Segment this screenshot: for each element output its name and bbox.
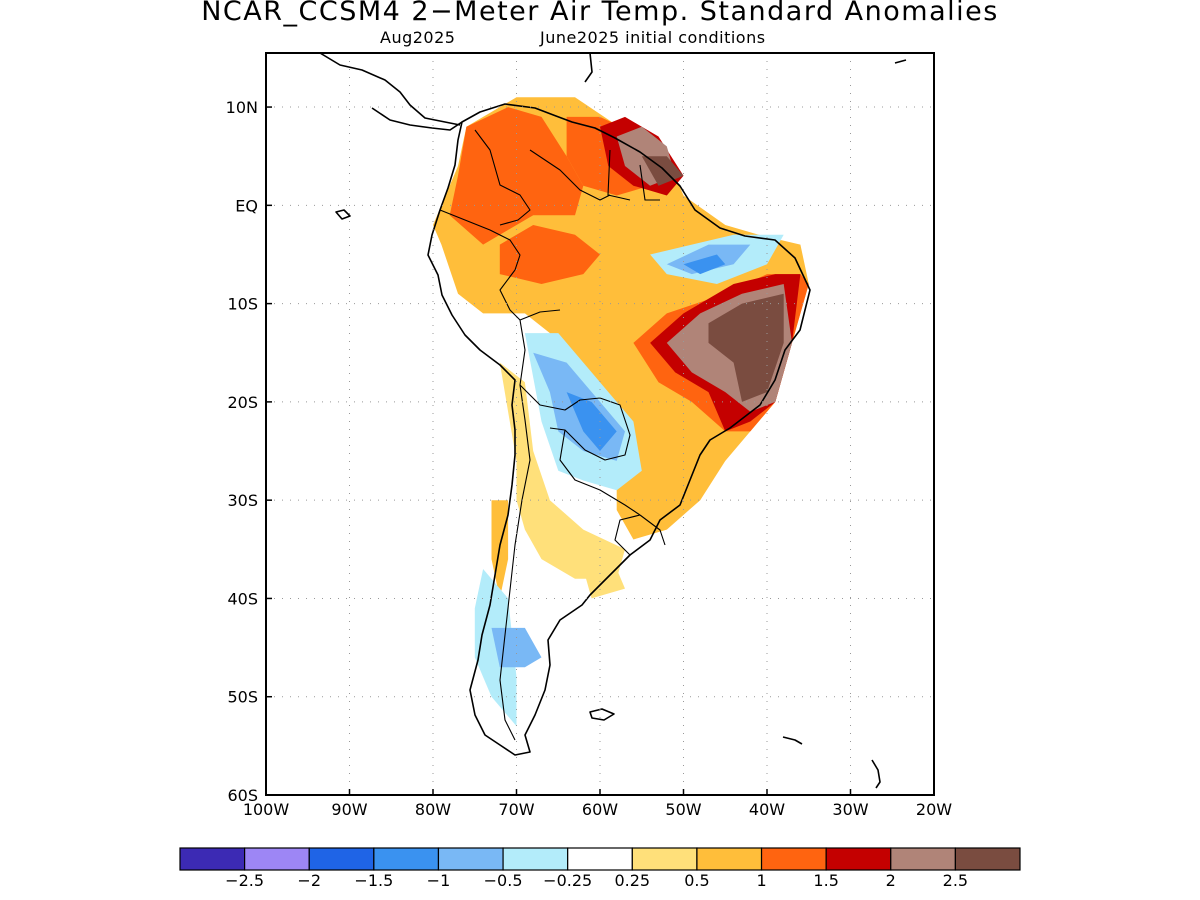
- lat-tick-label: 30S: [227, 491, 258, 510]
- colorbar-label: −1: [427, 871, 451, 890]
- longitude-axis: 100W 90W 80W 70W 60W 50W 40W 30W 20W: [243, 789, 952, 819]
- lat-tick-label: 10S: [227, 295, 258, 314]
- colorbar-label: −2: [297, 871, 321, 890]
- colorbar: −2.5 −2 −1.5 −1 −0.5 −0.25 0.25 0.5 1 1.5 2 2.5: [179, 847, 1021, 890]
- border-colombia-peru: [439, 209, 521, 271]
- map-title: NCAR_CCSM4 2−Meter Air Temp. Standard An…: [201, 0, 999, 27]
- lon-tick-label: 90W: [331, 800, 367, 819]
- anomaly-shading: [433, 97, 809, 727]
- lon-tick-label: 60W: [582, 800, 618, 819]
- lon-tick-label: 30W: [832, 800, 868, 819]
- lat-tick-label: 60S: [227, 786, 258, 805]
- initial-conditions-label: June2025 initial conditions: [540, 28, 766, 47]
- anomaly-region-16: [683, 254, 726, 275]
- colorbar-label: −1.5: [354, 871, 393, 890]
- colorbar-swatch: [954, 847, 1021, 871]
- lon-tick-label: 50W: [665, 800, 701, 819]
- coastline-galapagos: [335, 209, 351, 220]
- colorbar-swatch: [179, 847, 246, 871]
- lat-tick-label: 40S: [227, 589, 258, 608]
- anomaly-region-19: [566, 392, 617, 451]
- lon-tick-label: 70W: [498, 800, 534, 819]
- lon-tick-label: 80W: [415, 800, 451, 819]
- coastline-caribbean: [584, 53, 907, 83]
- colorbar-label: 0.5: [684, 871, 709, 890]
- coastline-south-sandwich: [871, 759, 881, 789]
- coastlines: [319, 53, 907, 789]
- colorbar-swatch: [308, 847, 375, 871]
- border-guianas: [607, 149, 660, 201]
- lon-tick-label: 40W: [749, 800, 785, 819]
- colorbar-swatch: [631, 847, 698, 871]
- border-venezuela-guyana: [529, 149, 611, 201]
- colorbar-swatch: [825, 847, 892, 871]
- anomaly-region-5: [499, 225, 600, 284]
- forecast-month: Aug2025: [380, 28, 456, 47]
- colorbar-swatch: [696, 847, 763, 871]
- coastline-south-georgia: [782, 736, 803, 745]
- colorbar-swatch: [890, 847, 956, 871]
- latitude-axis: 10N EQ 10S 20S 30S 40S 50S 60S: [226, 98, 272, 805]
- colorbar-swatch: [244, 847, 310, 871]
- border-peru-brazil: [499, 269, 561, 321]
- colorbar-label: 1.5: [813, 871, 838, 890]
- colorbar-label: −0.25: [543, 871, 592, 890]
- colorbar-label: −0.5: [484, 871, 523, 890]
- colorbar-swatch: [502, 847, 569, 871]
- lat-tick-label: EQ: [235, 196, 258, 215]
- colorbar-swatch: [373, 847, 440, 871]
- border-brazil-uruguay: [614, 514, 666, 556]
- border-paraguay-argentina: [559, 429, 641, 516]
- colorbar-label: 1: [756, 871, 766, 890]
- anomaly-region-20: [474, 569, 517, 727]
- colorbar-swatch: [760, 847, 827, 871]
- anomaly-region-21: [491, 627, 542, 668]
- lon-tick-label: 100W: [243, 800, 290, 819]
- lon-tick-label: 20W: [916, 800, 952, 819]
- colorbar-label: 2: [886, 871, 896, 890]
- colorbar-label: 0.25: [614, 871, 650, 890]
- lat-tick-label: 20S: [227, 393, 258, 412]
- colorbar-label: 2.5: [943, 871, 968, 890]
- anomaly-region-1: [499, 362, 625, 579]
- anomaly-region-10: [708, 293, 784, 402]
- lat-tick-label: 50S: [227, 688, 258, 707]
- lat-tick-label: 10N: [226, 98, 258, 117]
- coastline-central-america: [319, 53, 463, 131]
- colorbar-swatch: [567, 847, 633, 871]
- border-venezuela-colombia: [474, 129, 531, 226]
- coastline-south-america: [427, 103, 811, 756]
- colorbar-swatch: [437, 847, 504, 871]
- colorbar-label: −2.5: [225, 871, 264, 890]
- border-chile-argentina: [499, 384, 531, 741]
